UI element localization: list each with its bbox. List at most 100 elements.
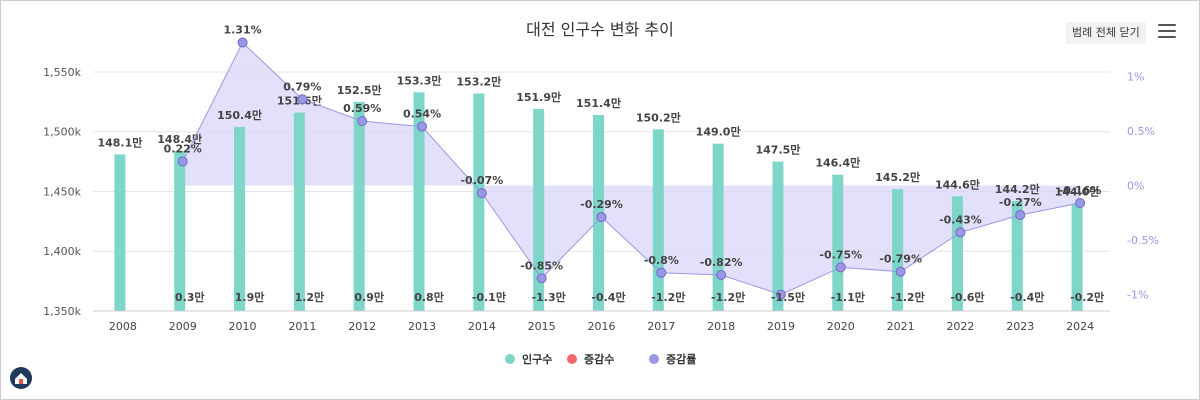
change-label: 0.8만 xyxy=(414,290,444,304)
y-left-tick-label: 1,350k xyxy=(43,305,81,318)
legend-marker xyxy=(505,354,515,364)
population-label: 150.2만 xyxy=(636,110,681,124)
rate-point xyxy=(177,156,188,167)
x-tick-label: 2016 xyxy=(588,320,616,333)
x-tick-label: 2018 xyxy=(707,320,735,333)
y-left-tick-label: 1,550k xyxy=(43,66,81,79)
population-bar xyxy=(234,126,246,311)
rate-label: -0.07% xyxy=(460,174,503,187)
population-label: 151.9만 xyxy=(516,90,561,104)
rate-label: -0.27% xyxy=(999,196,1042,209)
change-label: -1.3만 xyxy=(532,290,566,304)
rate-point xyxy=(656,267,667,278)
rate-label: 0.59% xyxy=(343,102,381,115)
rate-point xyxy=(716,269,727,280)
x-tick-label: 2020 xyxy=(827,320,855,333)
rate-point xyxy=(297,94,308,105)
population-bar xyxy=(293,112,305,311)
change-label: -0.1만 xyxy=(472,290,506,304)
legend-label: 인구수 xyxy=(522,352,552,366)
rate-point xyxy=(895,266,906,277)
population-bar xyxy=(473,93,485,311)
population-label: 146.4만 xyxy=(815,156,860,170)
population-label: 145.2만 xyxy=(875,170,920,184)
population-bar xyxy=(413,92,425,312)
change-label: -0.2만 xyxy=(1070,290,1104,304)
population-label: 147.5만 xyxy=(756,143,801,157)
rate-label: -0.75% xyxy=(819,248,862,261)
rate-point xyxy=(536,273,547,284)
rate-point xyxy=(357,116,368,127)
rate-label: -0.29% xyxy=(580,198,623,211)
rate-point xyxy=(476,188,487,199)
rate-point xyxy=(417,121,428,132)
y-right-tick-label: 1% xyxy=(1127,70,1144,83)
population-bar xyxy=(353,101,365,311)
population-label: 144.2만 xyxy=(995,182,1040,196)
rate-point xyxy=(1015,209,1026,220)
legend-label: 증감수 xyxy=(584,352,614,366)
population-bar xyxy=(892,189,904,311)
y-right-tick-label: 0.5% xyxy=(1127,125,1155,138)
rate-label: 1.31% xyxy=(223,24,261,37)
population-label: 153.2만 xyxy=(456,74,501,88)
x-tick-label: 2023 xyxy=(1006,320,1034,333)
y-right-tick-label: -0.5% xyxy=(1127,234,1159,247)
rate-label: -0.8% xyxy=(644,254,679,267)
population-label: 149.0만 xyxy=(696,125,741,139)
population-label: 144.6만 xyxy=(935,177,980,191)
legend-marker xyxy=(567,354,577,364)
change-label: -1.2만 xyxy=(891,290,925,304)
change-label: -1.1만 xyxy=(831,290,865,304)
rate-area xyxy=(182,42,1081,295)
hamburger-menu-icon[interactable] xyxy=(1158,24,1176,40)
legend-toggle-button[interactable]: 범례 전체 닫기 xyxy=(1066,22,1146,44)
rate-label: 0.22% xyxy=(164,142,202,155)
population-label: 148.4만 xyxy=(157,132,202,146)
change-label: 1.2만 xyxy=(295,290,325,304)
y-right-tick-label: 0% xyxy=(1127,180,1144,193)
x-tick-label: 2010 xyxy=(229,320,257,333)
x-tick-label: 2019 xyxy=(767,320,795,333)
rate-label: -0.79% xyxy=(879,253,922,266)
x-tick-label: 2009 xyxy=(169,320,197,333)
population-bar xyxy=(951,196,963,311)
y-left-tick-label: 1,450k xyxy=(43,185,81,198)
x-tick-label: 2012 xyxy=(348,320,376,333)
population-bar xyxy=(652,129,664,311)
x-tick-label: 2017 xyxy=(647,320,675,333)
change-label: -0.6만 xyxy=(950,290,984,304)
change-label: -0.4만 xyxy=(591,290,625,304)
rate-label: 0.79% xyxy=(283,80,321,93)
home-logo-icon[interactable] xyxy=(10,367,32,389)
rate-label: -0.85% xyxy=(520,259,563,272)
y-right-tick-label: -1% xyxy=(1127,289,1148,302)
x-tick-label: 2015 xyxy=(528,320,556,333)
x-tick-label: 2011 xyxy=(288,320,316,333)
rate-label: -0.82% xyxy=(700,256,743,269)
x-tick-label: 2013 xyxy=(408,320,436,333)
population-label: 153.3만 xyxy=(397,73,442,87)
rate-label: -0.43% xyxy=(939,213,982,226)
rate-label: 0.54% xyxy=(403,108,441,121)
change-label: 1.9만 xyxy=(235,290,265,304)
population-label: 148.1만 xyxy=(97,135,142,149)
legend-label: 증감률 xyxy=(666,352,696,366)
population-label: 144.0만 xyxy=(1055,184,1100,198)
y-left-tick-label: 1,400k xyxy=(43,245,81,258)
rate-line xyxy=(182,41,1081,296)
rate-label: -0.16% xyxy=(1059,184,1102,197)
change-label: -0.4만 xyxy=(1010,290,1044,304)
change-label: 0.9만 xyxy=(354,290,384,304)
x-tick-label: 2021 xyxy=(887,320,915,333)
population-label: 152.5만 xyxy=(337,83,382,97)
population-label: 151.4만 xyxy=(576,96,621,110)
x-tick-label: 2022 xyxy=(946,320,974,333)
change-label: -1.5만 xyxy=(771,290,805,304)
x-tick-label: 2008 xyxy=(109,320,137,333)
change-label: -1.2만 xyxy=(651,290,685,304)
rate-point xyxy=(596,212,607,223)
chart-title: 대전 인구수 변화 추이 xyxy=(526,20,674,39)
population-bar xyxy=(593,114,604,311)
